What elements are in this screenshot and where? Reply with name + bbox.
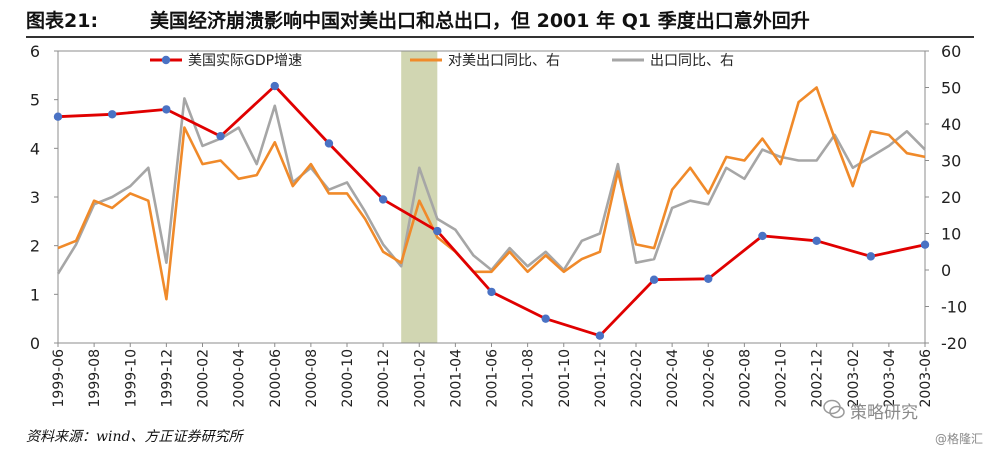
line-chart: 0 1 2 3 4 5 6 -20 -10 0 10 20 30 40 50 60 1999-06 1999-08… (30, 42, 967, 408)
source-note: 资料来源：wind、方正证券研究所 (26, 429, 243, 445)
x-axis-tick-label: 2002-12 (810, 349, 826, 408)
x-axis-tick-label: 2003-02 (846, 349, 862, 408)
x-axis-tick-label: 2000-12 (376, 349, 392, 408)
legend-label: 美国实际GDP增速 (188, 53, 302, 69)
gdp-marker (53, 112, 63, 121)
figure-label: 图表21: (26, 10, 99, 32)
gdp-marker (704, 274, 713, 283)
gdp-marker (324, 139, 334, 148)
right-axis-tick-label: 10 (941, 225, 961, 244)
legend-marker (161, 55, 171, 65)
plot-frame (57, 50, 926, 344)
gdp-marker (487, 287, 496, 297)
gdp-marker (920, 240, 930, 249)
x-axis-tick-label: 1999-10 (123, 349, 139, 408)
gdp-marker (270, 81, 279, 91)
right-axis-tick-label: -10 (941, 298, 967, 317)
watermark-brand: 策略研究 (850, 403, 918, 423)
gdp-marker (216, 131, 225, 141)
x-axis-tick-label: 2001-06 (485, 349, 501, 408)
x-axis-tick-label: 1999-06 (51, 349, 67, 408)
highlight-band (401, 51, 438, 343)
x-axis-tick-label: 2002-10 (774, 349, 790, 408)
gdp-marker (812, 236, 821, 245)
gdp-marker (378, 195, 388, 204)
legend-label: 出口同比、右 (650, 53, 734, 69)
x-axis-tick-label: 2001-02 (412, 349, 428, 408)
gdp-marker (649, 275, 659, 284)
right-axis-tick-label: 30 (941, 152, 961, 171)
series-line-us-gdp (57, 84, 926, 338)
x-axis-tick-label: 2002-02 (629, 349, 645, 408)
x-axis-tick-label: 2001-12 (593, 349, 609, 408)
title-divider (26, 36, 974, 38)
x-axis-tick-label: 2003-04 (882, 349, 898, 408)
x-axis-tick-label: 2002-08 (737, 349, 753, 408)
legend-label: 对美出口同比、右 (448, 53, 560, 69)
x-axis-tick-label: 2001-04 (448, 349, 464, 408)
left-axis-tick-label: 5 (30, 91, 40, 110)
x-axis-tick-label: 2000-08 (304, 349, 320, 408)
right-axis-tick-label: 0 (941, 261, 951, 280)
series-line-us-exports (57, 86, 926, 301)
left-axis-tick-label: 6 (30, 42, 40, 61)
left-axis-tick-label: 4 (30, 139, 40, 158)
series-line-total-exports (56, 97, 926, 275)
x-axis-tick-label: 2000-06 (268, 349, 284, 408)
gdp-marker (758, 231, 767, 241)
x-axis-tick-label: 2000-02 (196, 349, 212, 408)
gdp-marker (433, 226, 442, 236)
x-axis-tick-label: 2001-10 (557, 349, 573, 408)
right-axis-tick-label: 40 (941, 115, 961, 134)
gdp-marker (595, 331, 605, 340)
gdp-marker (162, 105, 171, 114)
right-axis-tick-label: 50 (941, 79, 961, 98)
x-axis-tick-label: 2001-08 (521, 349, 537, 408)
gdp-marker (107, 110, 117, 119)
gdp-marker (866, 252, 876, 261)
x-axis-tick-label: 2002-06 (701, 349, 717, 408)
x-axis-tick-label: 2003-06 (918, 349, 934, 408)
x-axis-tick-label: 1999-08 (87, 349, 103, 408)
figure-title: 美国经济崩溃影响中国对美出口和总出口，但 2001 年 Q1 季度出口意外回升 (150, 10, 810, 32)
right-axis-tick-label: 20 (941, 188, 961, 207)
x-axis-tick-label: 2002-04 (665, 349, 681, 408)
left-axis-tick-label: 2 (30, 237, 40, 256)
x-axis-tick-label: 1999-12 (159, 349, 175, 408)
watermark-site: @格隆汇 (935, 432, 984, 446)
x-axis-tick-label: 2000-10 (340, 349, 356, 408)
gdp-marker (541, 314, 550, 323)
left-axis-tick-label: 3 (30, 188, 40, 207)
wechat-icon (823, 399, 845, 419)
left-axis-tick-label: 0 (30, 334, 40, 353)
left-axis-tick-label: 1 (30, 285, 40, 304)
x-axis-tick-label: 2000-04 (232, 349, 248, 408)
figure-header: 图表21: 美国经济崩溃影响中国对美出口和总出口，但 2001 年 Q1 季度出… (0, 0, 1000, 34)
right-axis-tick-label: -20 (941, 334, 967, 353)
right-axis-tick-label: 60 (941, 42, 961, 61)
